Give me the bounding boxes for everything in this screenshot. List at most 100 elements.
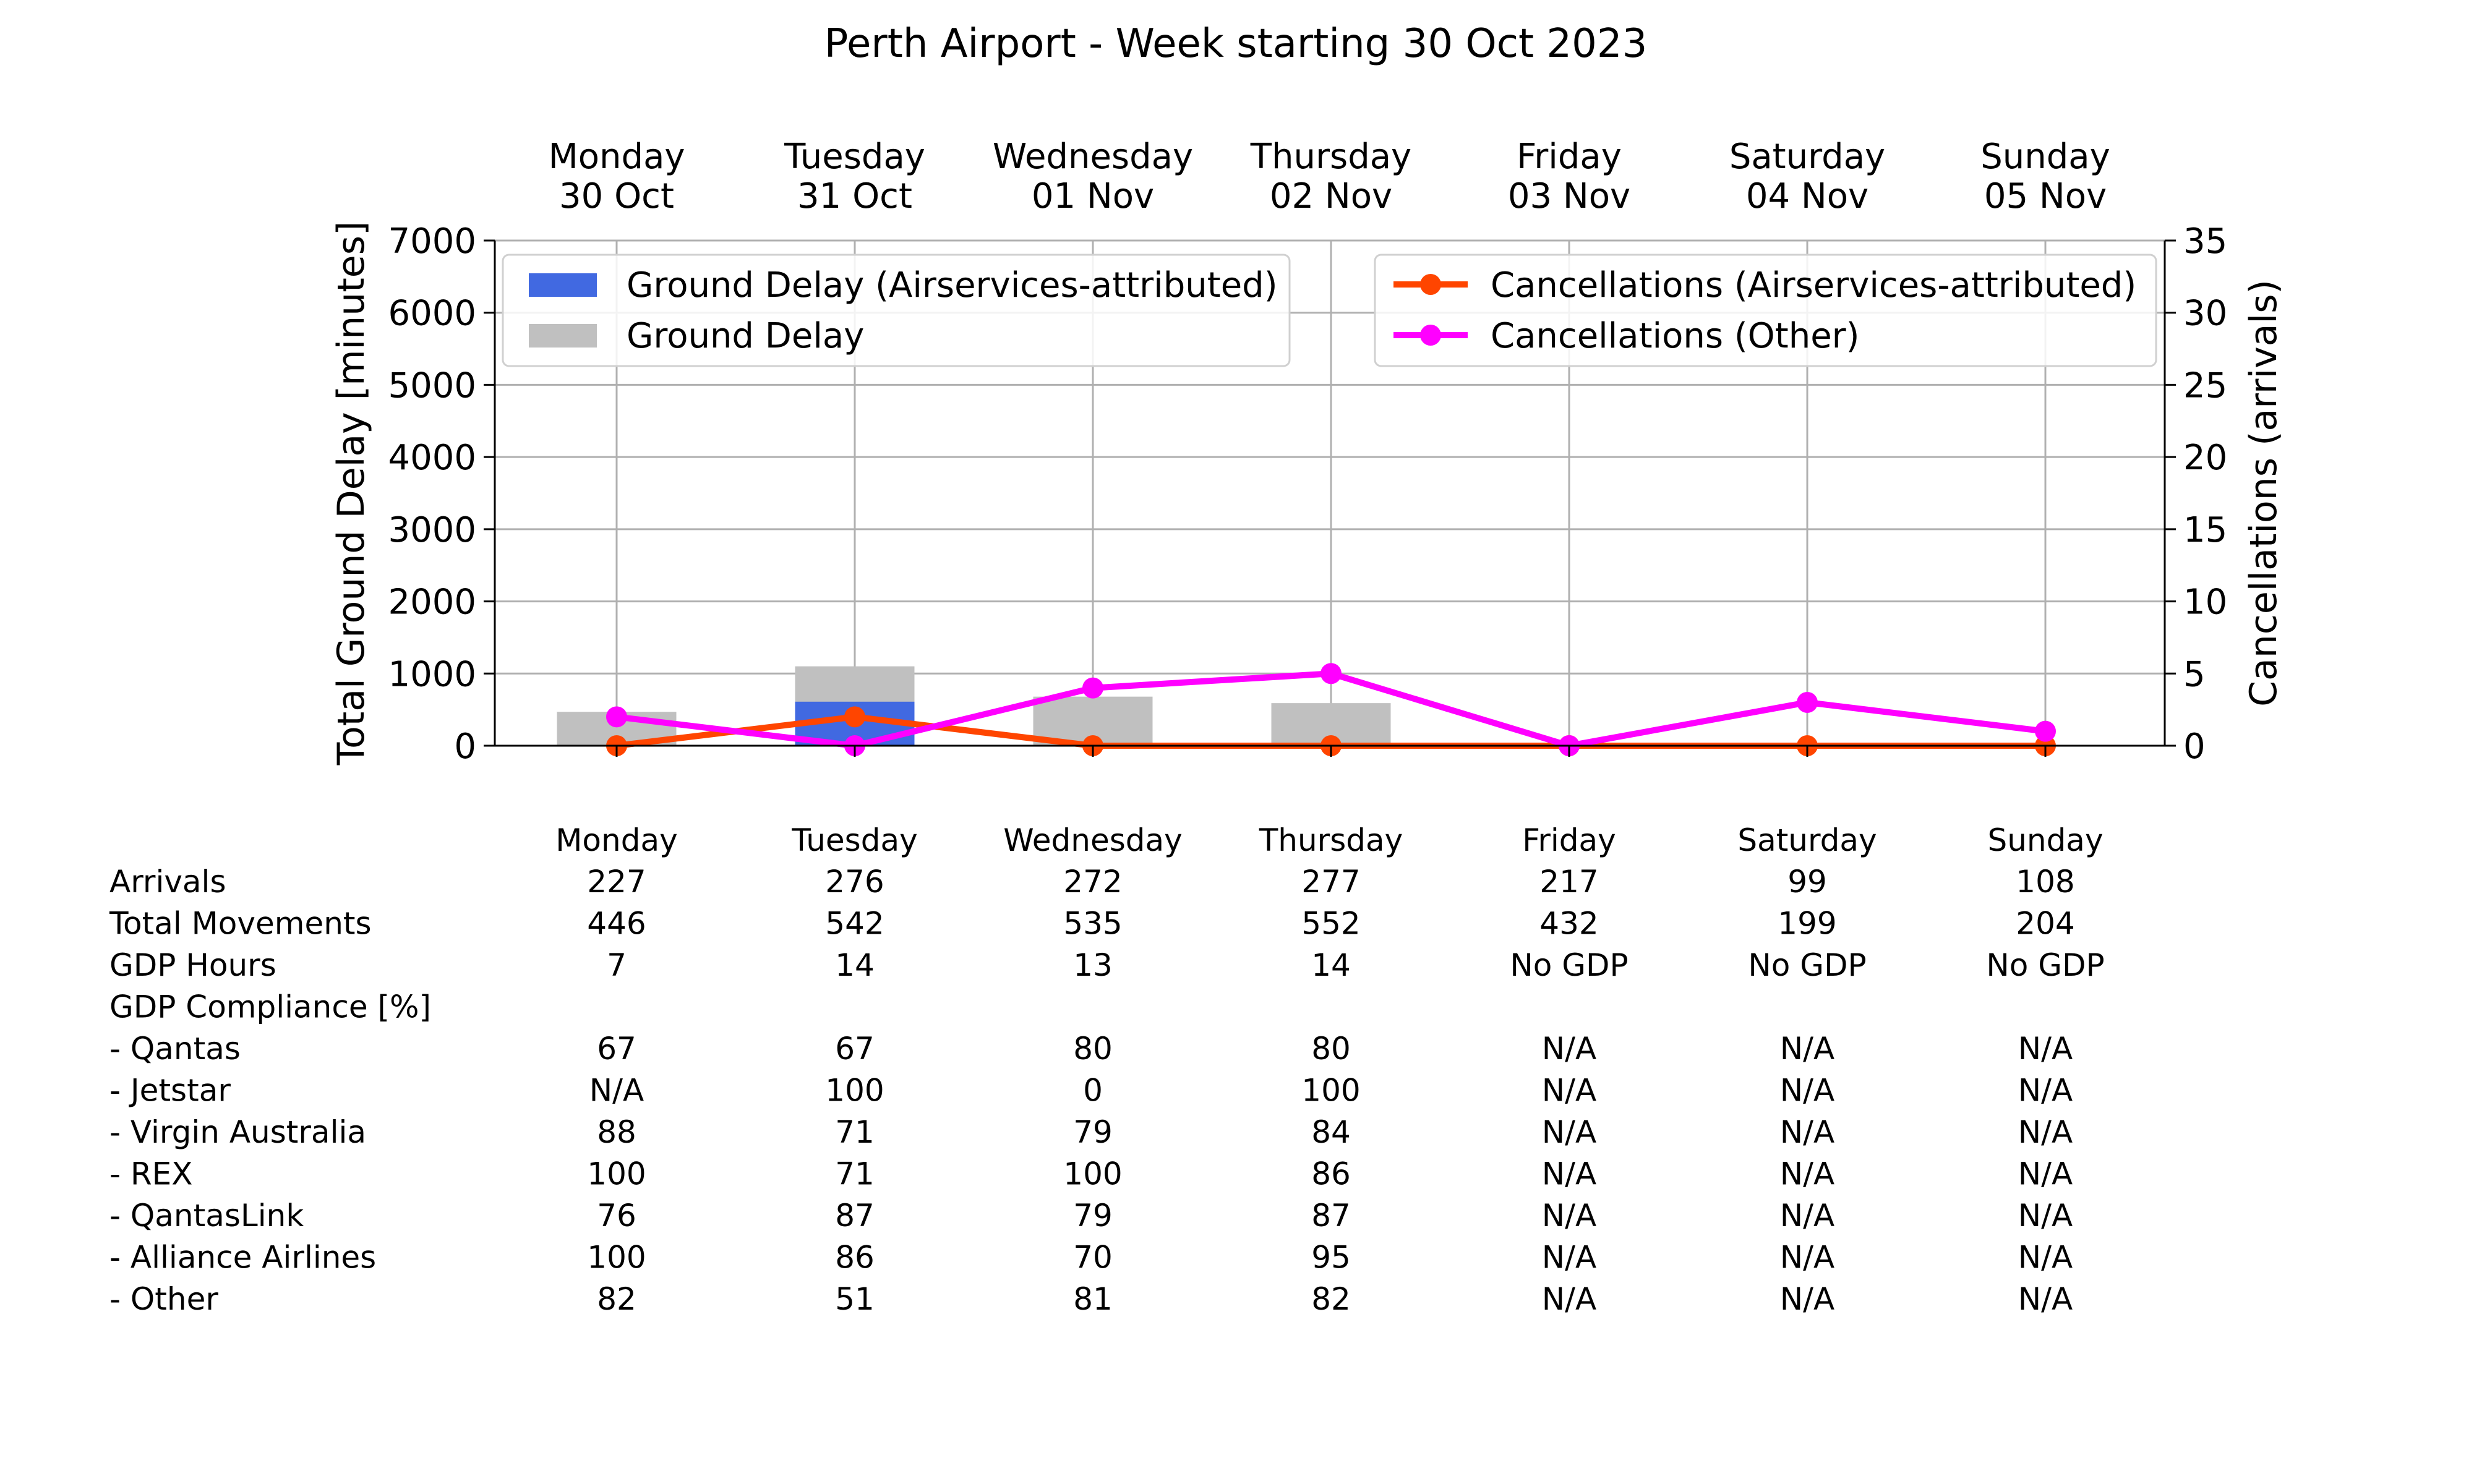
y-tick-label: 3000 bbox=[388, 510, 476, 550]
legend-swatch bbox=[529, 324, 597, 348]
table-cell: 217 bbox=[1539, 864, 1598, 900]
cancellations-airservices-point bbox=[844, 706, 865, 728]
table-cell: 81 bbox=[1073, 1281, 1113, 1317]
cancellations-other-point bbox=[1320, 663, 1342, 684]
table-cell: 87 bbox=[1311, 1198, 1351, 1234]
y2-axis-label: Cancellations (arrivals) bbox=[2242, 279, 2285, 707]
table-cell: 80 bbox=[1311, 1031, 1351, 1067]
table-cell: 70 bbox=[1073, 1240, 1113, 1276]
table-cell: 227 bbox=[587, 864, 646, 900]
table-cell: 0 bbox=[1083, 1073, 1103, 1109]
axes: 0 1000 2000 3000 4000 5000 6000 7000 0 5 10 15 20 25 3… bbox=[330, 137, 2285, 767]
legend-label: Cancellations (Airservices-attributed) bbox=[1491, 265, 2136, 305]
table-cell: N/A bbox=[1780, 1240, 1834, 1276]
table-cell: 552 bbox=[1301, 906, 1360, 942]
table-cell: No GDP bbox=[1748, 947, 1866, 983]
table-cell: N/A bbox=[2018, 1073, 2073, 1109]
legend-marker bbox=[1420, 274, 1441, 295]
table-cell: No GDP bbox=[1510, 947, 1628, 983]
table-column-header: Sunday bbox=[1987, 822, 2103, 858]
table-cell: 71 bbox=[835, 1156, 875, 1192]
y-tick-label: 6000 bbox=[388, 294, 476, 334]
y-tick-label: 7000 bbox=[388, 221, 476, 262]
legend-left bbox=[502, 254, 1291, 367]
x-tick-label-date: 04 Nov bbox=[1746, 176, 1868, 216]
y2-tick-label: 35 bbox=[2183, 221, 2227, 262]
x-tick-label-date: 30 Oct bbox=[559, 176, 674, 216]
table-column-header: Saturday bbox=[1737, 822, 1877, 858]
table-cell: N/A bbox=[1780, 1031, 1834, 1067]
table-cell: No GDP bbox=[1986, 947, 2104, 983]
table-cell: N/A bbox=[1780, 1073, 1834, 1109]
table-row-label: - QantasLink bbox=[109, 1198, 304, 1234]
table-cell: 100 bbox=[587, 1156, 646, 1192]
legend-label: Cancellations (Other) bbox=[1491, 316, 1860, 356]
table-cell: N/A bbox=[1780, 1156, 1834, 1192]
cancellations-other-point bbox=[606, 706, 627, 728]
table-column-header: Tuesday bbox=[791, 822, 917, 858]
y2-tick-label: 5 bbox=[2183, 654, 2206, 694]
y2-tick-label: 20 bbox=[2183, 438, 2227, 478]
table-cell: N/A bbox=[2018, 1240, 2073, 1276]
table-cell: 100 bbox=[587, 1240, 646, 1276]
table-cell: N/A bbox=[2018, 1156, 2073, 1192]
table-cell: 277 bbox=[1301, 864, 1360, 900]
y-tick-label: 2000 bbox=[388, 582, 476, 623]
table-cell: N/A bbox=[1542, 1281, 1596, 1317]
x-tick-label-date: 02 Nov bbox=[1270, 176, 1392, 216]
chart-title: Perth Airport - Week starting 30 Oct 202… bbox=[824, 21, 1648, 67]
table-cell: N/A bbox=[1542, 1240, 1596, 1276]
table-cell: 76 bbox=[597, 1198, 636, 1234]
table-cell: 82 bbox=[1311, 1281, 1351, 1317]
table-cell: 432 bbox=[1539, 906, 1598, 942]
table-cell: 14 bbox=[835, 947, 875, 983]
table-cell: 51 bbox=[835, 1281, 875, 1317]
x-tick-label-day: Monday bbox=[548, 137, 685, 177]
table-cell: 13 bbox=[1073, 947, 1113, 983]
table-cell: 446 bbox=[587, 906, 646, 942]
table-cell: 542 bbox=[825, 906, 884, 942]
table-cell: 80 bbox=[1073, 1031, 1113, 1067]
y2-tick-label: 10 bbox=[2183, 582, 2227, 623]
table-cell: 276 bbox=[825, 864, 884, 900]
table-cell: 204 bbox=[2016, 906, 2074, 942]
table-row-label: Arrivals bbox=[109, 864, 226, 900]
table-cell: N/A bbox=[1542, 1073, 1596, 1109]
cancellations-other-point bbox=[1797, 691, 1818, 713]
table-cell: 71 bbox=[835, 1114, 875, 1150]
table-cell: 67 bbox=[597, 1031, 636, 1067]
table-column-header: Thursday bbox=[1259, 822, 1403, 858]
table-row-label: - Qantas bbox=[109, 1031, 241, 1067]
legend-marker bbox=[1420, 325, 1441, 346]
x-tick-label-day: Sunday bbox=[1980, 137, 2110, 177]
y-tick-label: 5000 bbox=[388, 365, 476, 406]
table-cell: 79 bbox=[1073, 1198, 1113, 1234]
table-column-header: Friday bbox=[1522, 822, 1616, 858]
x-tick-label-date: 03 Nov bbox=[1508, 176, 1630, 216]
y-axis-label: Total Ground Delay [minutes] bbox=[330, 221, 373, 766]
table-row-label: - Virgin Australia bbox=[109, 1114, 366, 1150]
table-cell: 84 bbox=[1311, 1114, 1351, 1150]
x-tick-label-date: 31 Oct bbox=[797, 176, 912, 216]
table-cell: 100 bbox=[825, 1073, 884, 1109]
y-tick-label: 0 bbox=[454, 727, 476, 767]
cancellations-other-point bbox=[1082, 677, 1103, 699]
table-row-label: - Jetstar bbox=[109, 1073, 231, 1109]
table-cell: 108 bbox=[2016, 864, 2074, 900]
table-cell: N/A bbox=[589, 1073, 644, 1109]
y2-tick-label: 15 bbox=[2183, 510, 2227, 550]
table-cell: N/A bbox=[2018, 1114, 2073, 1150]
table-cell: N/A bbox=[1780, 1198, 1834, 1234]
legend-label: Ground Delay bbox=[627, 316, 864, 356]
legend-right bbox=[1374, 254, 2157, 367]
table-cell: N/A bbox=[1780, 1281, 1834, 1317]
table-row-label: - REX bbox=[109, 1156, 193, 1192]
stats-table: Monday Tuesday Wednesday Thursday Friday Satu… bbox=[109, 822, 2105, 1317]
table-cell: N/A bbox=[2018, 1281, 2073, 1317]
x-tick-label-day: Wednesday bbox=[993, 137, 1193, 177]
table-cell: 87 bbox=[835, 1198, 875, 1234]
table-cell: 95 bbox=[1311, 1240, 1351, 1276]
table-cell: 100 bbox=[1301, 1073, 1360, 1109]
table-cell: N/A bbox=[2018, 1198, 2073, 1234]
